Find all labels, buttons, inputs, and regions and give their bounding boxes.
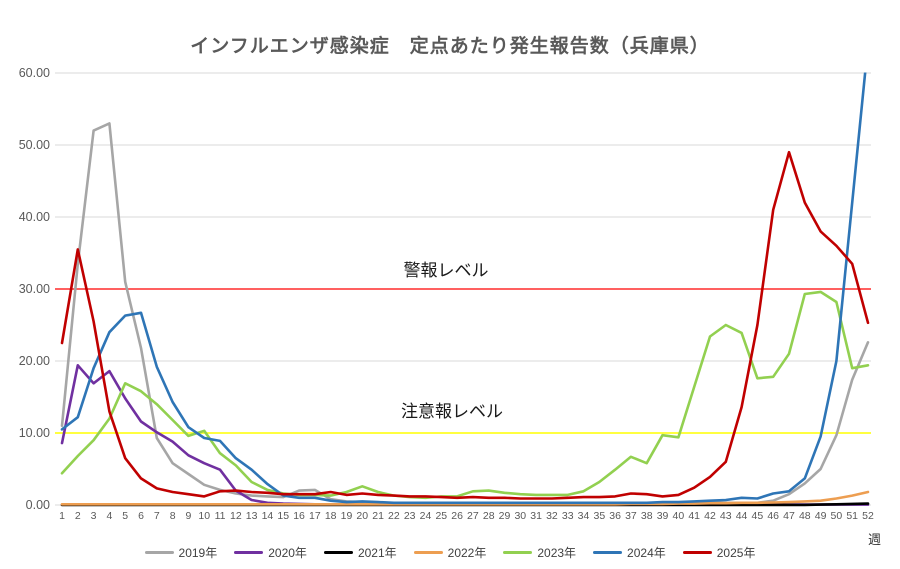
legend-label-2023年: 2023年 bbox=[537, 546, 577, 560]
x-tick-23: 23 bbox=[403, 510, 416, 522]
x-tick-16: 16 bbox=[293, 510, 305, 522]
x-tick-26: 26 bbox=[451, 510, 463, 522]
x-tick-27: 27 bbox=[467, 510, 479, 522]
x-tick-41: 41 bbox=[688, 510, 700, 522]
x-axis-unit-label: 週 bbox=[868, 532, 882, 547]
caution-level-label: 注意報レベル bbox=[401, 402, 503, 421]
legend-label-2019年: 2019年 bbox=[178, 546, 218, 560]
legend-swatch-2025年 bbox=[682, 551, 712, 554]
x-tick-32: 32 bbox=[546, 510, 558, 522]
chart-title: インフルエンザ感染症 定点あたり発生報告数（兵庫県） bbox=[190, 36, 710, 57]
legend-item-2025年: 2025年 bbox=[682, 544, 756, 561]
x-tick-5: 5 bbox=[122, 510, 129, 522]
x-tick-8: 8 bbox=[169, 510, 176, 522]
x-tick-12: 12 bbox=[229, 510, 242, 522]
x-tick-40: 40 bbox=[672, 510, 685, 522]
legend-label-2020年: 2020年 bbox=[268, 546, 307, 560]
alert-level-label: 警報レベル bbox=[403, 261, 489, 280]
legend-item-2021年: 2021年 bbox=[323, 544, 397, 561]
x-tick-21: 21 bbox=[372, 510, 384, 522]
x-tick-2: 2 bbox=[74, 510, 81, 522]
x-tick-11: 11 bbox=[214, 510, 226, 522]
x-tick-9: 9 bbox=[185, 510, 192, 522]
legend-label-2022年: 2022年 bbox=[447, 546, 487, 560]
legend-label-2021年: 2021年 bbox=[357, 546, 397, 560]
x-tick-1: 1 bbox=[59, 510, 65, 522]
x-tick-47: 47 bbox=[783, 510, 795, 522]
legend: 2019年 2020年 2021年 2022年 2023年 2024年 2025年 bbox=[0, 544, 900, 561]
series-line-2020年 bbox=[60, 363, 870, 506]
x-tick-14: 14 bbox=[261, 510, 274, 522]
y-tick-30.00: 30.00 bbox=[18, 282, 50, 296]
y-tick-40.00: 40.00 bbox=[18, 210, 50, 224]
x-tick-19: 19 bbox=[340, 510, 353, 522]
x-tick-24: 24 bbox=[419, 510, 432, 522]
x-tick-36: 36 bbox=[609, 510, 621, 522]
series-line-2019年 bbox=[60, 122, 870, 505]
x-tick-3: 3 bbox=[90, 510, 97, 522]
x-tick-20: 20 bbox=[356, 510, 369, 522]
x-tick-17: 17 bbox=[309, 510, 321, 522]
x-tick-18: 18 bbox=[324, 510, 337, 522]
x-tick-49: 49 bbox=[814, 510, 827, 522]
legend-item-2023年: 2023年 bbox=[503, 544, 576, 561]
x-tick-13: 13 bbox=[245, 510, 258, 522]
y-tick-0.00: 0.00 bbox=[25, 498, 50, 512]
legend-label-2025年: 2025年 bbox=[716, 546, 756, 560]
x-tick-7: 7 bbox=[153, 510, 160, 522]
legend-swatch-2024年 bbox=[593, 551, 623, 554]
x-tick-37: 37 bbox=[625, 510, 637, 522]
legend-item-2022年: 2022年 bbox=[413, 544, 487, 561]
series-line-2024年 bbox=[60, 72, 867, 505]
x-tick-39: 39 bbox=[656, 510, 669, 522]
x-tick-25: 25 bbox=[435, 510, 448, 522]
x-tick-33: 33 bbox=[561, 510, 574, 522]
x-tick-52: 52 bbox=[862, 510, 874, 522]
legend-item-2020年: 2020年 bbox=[234, 544, 307, 561]
y-tick-50.00: 50.00 bbox=[18, 138, 50, 152]
y-tick-20.00: 20.00 bbox=[18, 354, 50, 368]
x-tick-44: 44 bbox=[735, 510, 748, 522]
x-tick-30: 30 bbox=[514, 510, 527, 522]
x-tick-45: 45 bbox=[751, 510, 764, 522]
x-tick-31: 31 bbox=[530, 510, 542, 522]
legend-item-2024年: 2024年 bbox=[593, 544, 666, 561]
x-tick-6: 6 bbox=[138, 510, 144, 522]
x-tick-29: 29 bbox=[498, 510, 511, 522]
x-tick-35: 35 bbox=[593, 510, 606, 522]
y-tick-60.00: 60.00 bbox=[18, 66, 50, 80]
x-tick-46: 46 bbox=[767, 510, 780, 522]
x-tick-48: 48 bbox=[798, 510, 811, 522]
legend-swatch-2020年 bbox=[234, 551, 264, 554]
x-tick-38: 38 bbox=[640, 510, 653, 522]
legend-swatch-2023年 bbox=[503, 551, 533, 554]
x-tick-15: 15 bbox=[277, 510, 290, 522]
legend-swatch-2019年 bbox=[144, 551, 174, 554]
x-tick-4: 4 bbox=[106, 510, 113, 522]
x-tick-50: 50 bbox=[830, 510, 843, 522]
legend-swatch-2021年 bbox=[323, 551, 353, 554]
legend-swatch-2022年 bbox=[413, 551, 443, 554]
y-tick-10.00: 10.00 bbox=[18, 426, 50, 440]
x-tick-22: 22 bbox=[388, 510, 400, 522]
x-tick-10: 10 bbox=[198, 510, 211, 522]
legend-item-2019年: 2019年 bbox=[144, 544, 218, 561]
series-lines bbox=[60, 72, 870, 507]
legend-label-2024年: 2024年 bbox=[627, 546, 666, 560]
series-line-2022年 bbox=[60, 490, 870, 506]
series-line-2025年 bbox=[60, 150, 870, 500]
x-tick-43: 43 bbox=[719, 510, 732, 522]
x-tick-51: 51 bbox=[846, 510, 859, 522]
x-tick-42: 42 bbox=[704, 510, 716, 522]
x-tick-28: 28 bbox=[482, 510, 495, 522]
x-tick-34: 34 bbox=[577, 510, 590, 522]
series-line-2023年 bbox=[60, 290, 870, 500]
